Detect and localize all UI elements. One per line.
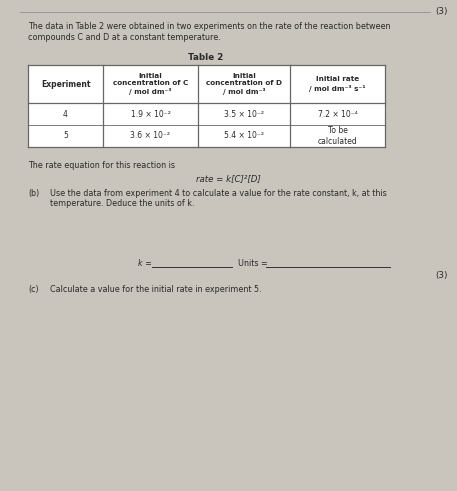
- Text: (3): (3): [436, 7, 448, 16]
- Text: rate = k[C]²[D]: rate = k[C]²[D]: [196, 174, 260, 183]
- Text: The rate equation for this reaction is: The rate equation for this reaction is: [28, 161, 175, 170]
- Text: Use the data from experiment 4 to calculate a value for the rate constant, k, at: Use the data from experiment 4 to calcul…: [50, 189, 387, 198]
- Bar: [28, 65, 385, 103]
- Text: temperature. Deduce the units of k.: temperature. Deduce the units of k.: [50, 199, 195, 208]
- Text: 5: 5: [63, 132, 68, 140]
- Text: 4: 4: [63, 109, 68, 118]
- Text: (3): (3): [436, 271, 448, 280]
- Text: Table 2: Table 2: [188, 53, 223, 62]
- Text: k =: k =: [138, 259, 154, 268]
- Text: The data in Table 2 were obtained in two experiments on the rate of the reaction: The data in Table 2 were obtained in two…: [28, 22, 390, 31]
- Text: Initial rate
/ mol dm⁻³ s⁻¹: Initial rate / mol dm⁻³ s⁻¹: [309, 77, 366, 91]
- Text: Initial
concentration of D
/ mol dm⁻³: Initial concentration of D / mol dm⁻³: [206, 73, 282, 95]
- Text: 1.9 × 10⁻²: 1.9 × 10⁻²: [131, 109, 170, 118]
- Text: Initial
concentration of C
/ mol dm⁻³: Initial concentration of C / mol dm⁻³: [113, 73, 188, 95]
- Text: 7.2 × 10⁻⁴: 7.2 × 10⁻⁴: [318, 109, 357, 118]
- Text: Calculate a value for the initial rate in experiment 5.: Calculate a value for the initial rate i…: [50, 285, 261, 294]
- Text: 5.4 × 10⁻²: 5.4 × 10⁻²: [224, 132, 264, 140]
- Bar: [28, 103, 385, 125]
- Text: Units =: Units =: [238, 259, 270, 268]
- Text: compounds C and D at a constant temperature.: compounds C and D at a constant temperat…: [28, 33, 221, 42]
- Text: Experiment: Experiment: [41, 80, 90, 88]
- Bar: [28, 125, 385, 147]
- Text: 3.5 × 10⁻²: 3.5 × 10⁻²: [224, 109, 264, 118]
- Text: To be
calculated: To be calculated: [318, 126, 357, 146]
- Text: (b): (b): [28, 189, 39, 198]
- Text: 3.6 × 10⁻²: 3.6 × 10⁻²: [131, 132, 170, 140]
- Text: (c): (c): [28, 285, 39, 294]
